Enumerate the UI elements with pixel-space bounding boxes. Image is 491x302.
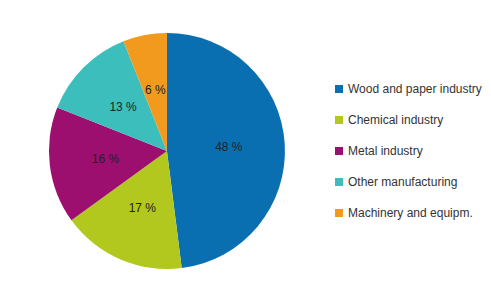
svg-text:17 %: 17 % [129,201,157,215]
svg-text:6 %: 6 % [145,83,166,97]
svg-text:Other manufacturing: Other manufacturing [348,175,457,189]
svg-text:16 %: 16 % [92,152,120,166]
svg-text:13 %: 13 % [109,100,137,114]
svg-text:Chemical industry: Chemical industry [348,113,443,127]
svg-text:Metal industry: Metal industry [348,144,423,158]
svg-text:Wood and paper industry: Wood and paper industry [348,82,482,96]
svg-text:Machinery and equipm.: Machinery and equipm. [348,206,473,220]
svg-text:48 %: 48 % [215,140,243,154]
